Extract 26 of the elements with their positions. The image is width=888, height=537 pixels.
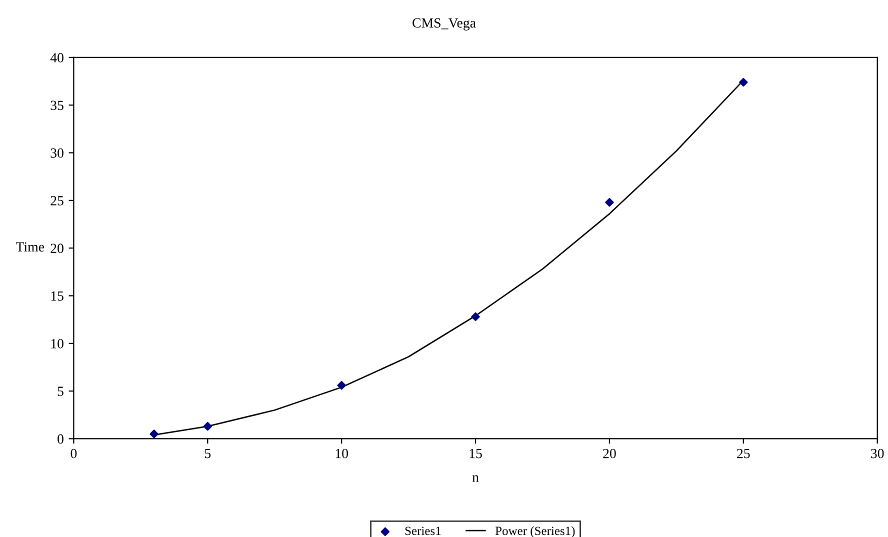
x-tick-label: 10: [336, 448, 348, 458]
y-tick-label: 35: [50, 100, 64, 110]
x-tick-label: 20: [603, 448, 616, 458]
y-tick-label: 10: [51, 338, 64, 348]
x-tick-label: 0: [70, 448, 77, 458]
point: [203, 422, 212, 431]
y-tick-label: 0: [58, 434, 64, 444]
y-tick-label: 30: [50, 148, 64, 158]
point: [605, 198, 614, 207]
point: [739, 78, 748, 87]
y-tick-label: 5: [58, 386, 64, 396]
x-tick-label: 5: [204, 448, 211, 458]
legend-label: Series1: [405, 526, 441, 536]
x-axis-title: n: [472, 475, 479, 482]
y-tick-label: 40: [50, 53, 64, 62]
point: [471, 312, 480, 322]
point: [150, 430, 158, 438]
x-tick-label: 15: [470, 448, 482, 458]
x-tick-label: 30: [871, 448, 884, 458]
chart-title: CMS_Vega: [412, 18, 476, 30]
y-tick-label: 15: [51, 291, 64, 301]
point: [337, 380, 346, 390]
y-axis-title: Time: [16, 242, 44, 252]
x-tick-label: 25: [737, 448, 750, 458]
y-tick-label: 20: [50, 244, 64, 254]
y-tick-label: 25: [50, 196, 64, 206]
